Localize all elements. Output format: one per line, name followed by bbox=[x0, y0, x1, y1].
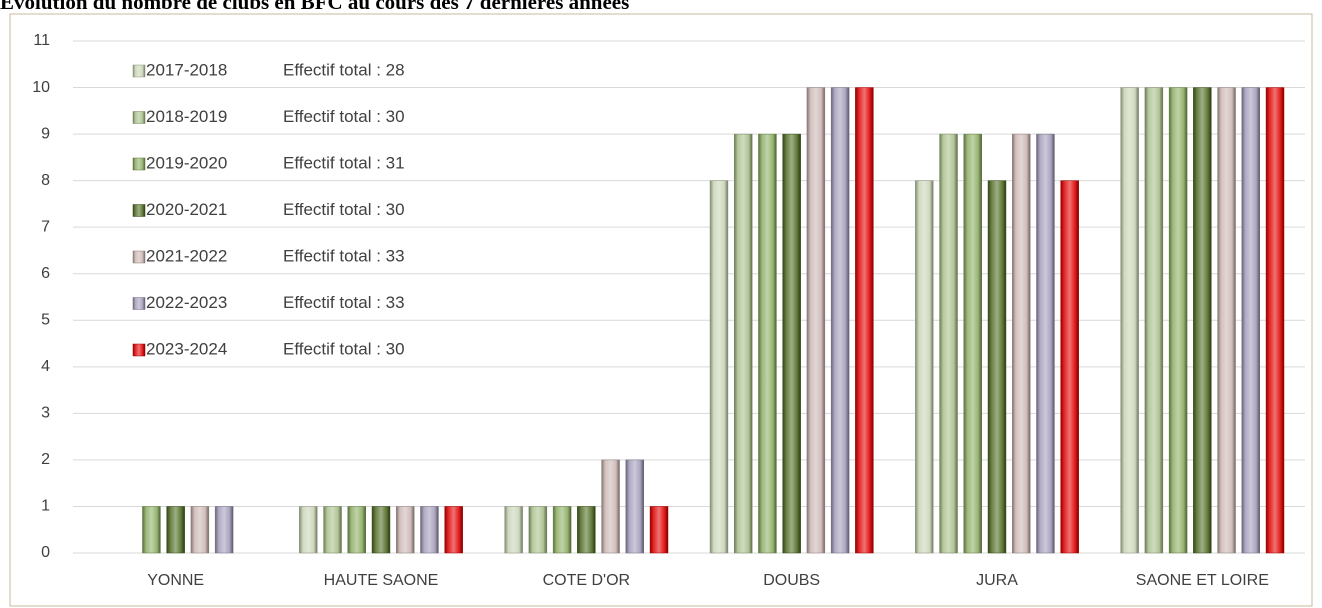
legend-label: 2018-2019 bbox=[146, 107, 227, 126]
bar bbox=[1241, 87, 1261, 554]
legend-total: Effectif total : 33 bbox=[283, 246, 405, 265]
y-tick-label: 2 bbox=[41, 451, 50, 468]
bar bbox=[1144, 87, 1164, 554]
y-tick-label: 7 bbox=[41, 218, 50, 235]
bar bbox=[444, 506, 463, 554]
bar bbox=[552, 506, 572, 554]
legend-label: 2021-2022 bbox=[146, 246, 227, 265]
bar bbox=[1012, 133, 1031, 554]
bar bbox=[987, 180, 1007, 554]
bar bbox=[396, 506, 415, 554]
bar bbox=[758, 133, 777, 554]
bar bbox=[625, 459, 645, 554]
legend-total: Effectif total : 30 bbox=[283, 339, 405, 358]
y-tick-label: 6 bbox=[41, 265, 50, 282]
legend-swatch bbox=[132, 64, 146, 78]
bar bbox=[806, 87, 826, 554]
x-tick-label: COTE D'OR bbox=[543, 572, 631, 589]
bar bbox=[299, 506, 318, 554]
legend-swatch bbox=[132, 343, 146, 357]
bar bbox=[733, 133, 753, 554]
y-tick-label: 3 bbox=[41, 405, 50, 422]
legend-swatch bbox=[132, 297, 146, 310]
bar bbox=[963, 133, 982, 554]
bar bbox=[347, 506, 366, 554]
bar bbox=[855, 87, 874, 554]
legend-label: 2023-2024 bbox=[146, 339, 227, 358]
legend-label: 2022-2023 bbox=[146, 293, 227, 312]
y-tick-label: 4 bbox=[41, 358, 50, 375]
y-tick-label: 0 bbox=[41, 544, 50, 561]
legend-label: 2019-2020 bbox=[146, 153, 227, 172]
bar bbox=[323, 506, 342, 554]
x-tick-label: YONNE bbox=[147, 572, 204, 589]
y-tick-label: 5 bbox=[41, 311, 50, 328]
bar bbox=[1217, 87, 1236, 554]
y-tick-label: 1 bbox=[41, 498, 50, 515]
bar bbox=[709, 180, 729, 554]
legend-label: 2017-2018 bbox=[146, 60, 227, 79]
x-tick-label: JURA bbox=[976, 572, 1018, 589]
bar bbox=[1265, 87, 1285, 554]
bar bbox=[142, 506, 161, 554]
bar bbox=[528, 506, 548, 554]
bar bbox=[915, 180, 934, 554]
chart-title: Evolution du nombre de clubs en BFC au c… bbox=[0, 0, 629, 14]
legend-total: Effectif total : 30 bbox=[283, 107, 405, 126]
bar bbox=[1168, 87, 1188, 554]
bar bbox=[649, 506, 669, 554]
legend-total: Effectif total : 31 bbox=[283, 153, 405, 172]
bar bbox=[1193, 87, 1212, 554]
x-tick-label: HAUTE SAONE bbox=[324, 572, 439, 589]
bar bbox=[939, 133, 958, 554]
legend-swatch bbox=[132, 250, 146, 264]
bar bbox=[504, 506, 523, 554]
bar bbox=[782, 133, 801, 554]
legend-swatch bbox=[132, 157, 146, 171]
bar bbox=[1060, 180, 1079, 554]
legend-swatch bbox=[132, 111, 146, 124]
bar bbox=[166, 506, 185, 554]
legend-swatch bbox=[132, 204, 146, 217]
bar bbox=[420, 506, 439, 554]
legend-total: Effectif total : 28 bbox=[283, 60, 405, 79]
bar bbox=[601, 459, 620, 554]
y-tick-label: 8 bbox=[41, 172, 50, 189]
x-tick-label: SAONE ET LOIRE bbox=[1136, 572, 1269, 589]
bar bbox=[190, 506, 210, 554]
bar bbox=[830, 87, 850, 554]
legend-total: Effectif total : 30 bbox=[283, 200, 405, 219]
bar bbox=[371, 506, 391, 554]
y-tick-label: 11 bbox=[33, 32, 50, 49]
bar bbox=[1036, 133, 1055, 554]
x-tick-label: DOUBS bbox=[763, 572, 820, 589]
y-tick-label: 10 bbox=[32, 79, 50, 96]
bar bbox=[214, 506, 234, 554]
bar bbox=[577, 506, 596, 554]
chart-border bbox=[9, 13, 1313, 607]
bar bbox=[1120, 87, 1139, 554]
legend-total: Effectif total : 33 bbox=[283, 293, 405, 312]
y-tick-label: 9 bbox=[41, 125, 50, 142]
legend-label: 2020-2021 bbox=[146, 200, 227, 219]
